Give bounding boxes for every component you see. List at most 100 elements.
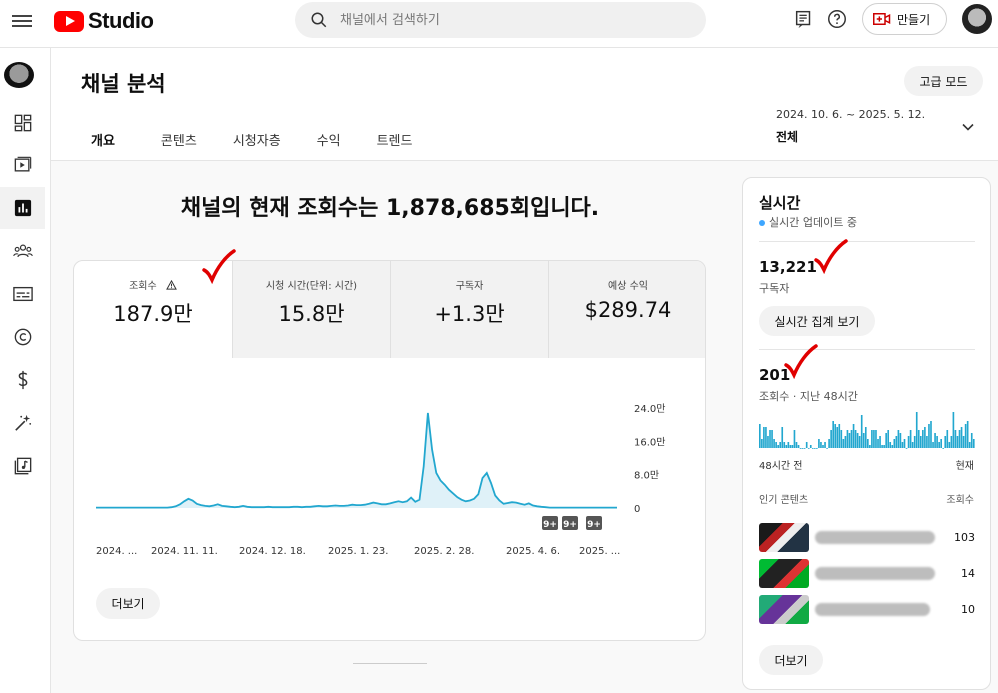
realtime-views: 201: [759, 366, 791, 384]
sidebar-item-dashboard[interactable]: [0, 102, 45, 144]
annotation-badge-text: 9+: [563, 520, 577, 530]
annotation-badge[interactable]: 9+: [586, 516, 602, 530]
realtime-bar: [885, 433, 887, 448]
live-dot-icon: [759, 220, 765, 226]
sidebar-item-community[interactable]: [0, 230, 45, 272]
help-icon[interactable]: [826, 8, 848, 30]
y-tick-label: 24.0만: [634, 403, 665, 415]
logo-text: Studio: [88, 8, 154, 33]
realtime-bar: [811, 448, 814, 449]
check-mark-icon: [784, 344, 818, 379]
tab-revenue[interactable]: 수익: [316, 134, 341, 149]
dollar-icon: [18, 370, 27, 390]
overview-card: 조회수 187.9만 시청 시간(단위: 시간) 15.8만 구독자 +1.3만…: [73, 260, 706, 641]
metric-revenue[interactable]: 예상 수익 $289.74: [548, 261, 705, 358]
annotation-badge[interactable]: 9+: [562, 516, 578, 530]
realtime-bar: [763, 427, 765, 448]
realtime-bar: [917, 430, 920, 448]
realtime-bar: [871, 430, 873, 448]
advanced-mode-button[interactable]: 고급 모드: [904, 66, 983, 96]
realtime-bar: [938, 442, 940, 448]
metric-revenue-value: $289.74: [584, 298, 672, 322]
views-line: [96, 412, 617, 509]
realtime-bar: [759, 424, 761, 448]
realtime-bar: [832, 421, 834, 448]
annotation-badge[interactable]: 9+: [542, 516, 558, 530]
popular-item[interactable]: 103: [759, 523, 975, 553]
realtime-bar: [826, 448, 828, 449]
video-thumbnail[interactable]: [759, 559, 809, 588]
views-chart-svg: 24.0만 16.0만 8.0만 0 2024. ... 2024. 11. 11. 202…: [96, 403, 665, 557]
realtime-bar: [822, 445, 824, 448]
scroll-indicator: [353, 663, 427, 664]
create-label: 만들기: [897, 12, 931, 27]
popular-item[interactable]: 10: [759, 595, 975, 625]
sidebar-item-earn[interactable]: [0, 359, 45, 401]
popular-item[interactable]: 14: [759, 559, 975, 589]
realtime-bar: [962, 436, 965, 448]
feedback-icon[interactable]: [793, 8, 815, 30]
video-thumbnail[interactable]: [759, 523, 809, 552]
tab-trends[interactable]: 트렌드: [376, 134, 413, 149]
y-tick-label: 0: [634, 504, 640, 515]
search-bar[interactable]: [295, 2, 706, 38]
realtime-bar: [903, 439, 906, 448]
sidebar-item-analytics[interactable]: [0, 187, 45, 229]
content-icon: [14, 156, 31, 172]
date-scope[interactable]: 전체: [776, 130, 799, 144]
realtime-bar: [877, 439, 879, 448]
realtime-bar: [785, 445, 788, 448]
realtime-bar: [972, 439, 975, 448]
tab-content[interactable]: 콘텐츠: [160, 134, 197, 149]
realtime-bar-chart: [759, 412, 975, 449]
live-count-button[interactable]: 실시간 집계 보기: [759, 306, 875, 336]
realtime-views-label: 조회수 · 지난 48시간: [759, 390, 858, 403]
realtime-bar: [777, 445, 779, 448]
realtime-bar: [922, 430, 924, 448]
realtime-bar: [966, 421, 969, 448]
realtime-bar: [893, 439, 896, 448]
annotation-badge-bg: [542, 516, 558, 530]
realtime-bar: [946, 430, 949, 448]
overview-more-button[interactable]: 더보기: [96, 588, 160, 619]
search-input[interactable]: [340, 12, 670, 28]
realtime-bar: [844, 436, 847, 448]
annotation-badge-bg: [562, 516, 578, 530]
studio-logo[interactable]: Studio: [54, 8, 154, 34]
metric-watch-time-value: 15.8만: [278, 302, 345, 326]
y-tick-label: 16.0만: [634, 436, 665, 448]
metric-views[interactable]: 조회수 187.9만: [74, 261, 232, 358]
date-range[interactable]: 2024. 10. 6. ~ 2025. 5. 12.: [776, 108, 926, 121]
x-tick-label: 2024. 11. 11.: [151, 546, 218, 557]
sidebar-item-content[interactable]: [0, 144, 45, 186]
popular-item-count: 10: [961, 603, 975, 616]
metric-watch-time[interactable]: 시청 시간(단위: 시간) 15.8만: [232, 261, 390, 358]
sidebar-item-copyright[interactable]: [0, 316, 45, 358]
sidebar-item-subtitles[interactable]: [0, 273, 45, 315]
sidebar-item-customization[interactable]: [0, 402, 45, 444]
tab-bar: 개요 콘텐츠 시청자층 수익 트렌드: [81, 123, 448, 166]
search-icon: [311, 12, 327, 28]
video-title-redacted: [815, 567, 935, 580]
channel-avatar[interactable]: [4, 62, 34, 88]
realtime-bar: [899, 433, 902, 448]
account-avatar[interactable]: [962, 4, 992, 34]
annotation-badge-text: 9+: [543, 520, 557, 530]
create-button[interactable]: 만들기: [862, 3, 947, 35]
metric-subscribers[interactable]: 구독자 +1.3만: [390, 261, 548, 358]
realtime-bar: [867, 439, 869, 448]
realtime-bar: [820, 442, 822, 448]
sidebar-item-audio-library[interactable]: [0, 445, 45, 487]
realtime-bar: [807, 448, 810, 449]
realtime-more-button[interactable]: 더보기: [759, 645, 823, 675]
chevron-down-icon[interactable]: [961, 120, 975, 134]
menu-icon[interactable]: [12, 12, 32, 28]
tab-audience[interactable]: 시청자층: [232, 134, 281, 149]
realtime-bar: [924, 427, 926, 448]
warning-icon[interactable]: [165, 279, 177, 290]
x-tick-label: 2024. 12. 18.: [239, 546, 306, 557]
video-thumbnail[interactable]: [759, 595, 809, 624]
realtime-bar: [818, 439, 820, 448]
realtime-card: 실시간 실시간 업데이트 중 13,221 구독자 실시간 집계 보기 201 …: [742, 177, 991, 690]
realtime-bar: [795, 442, 798, 448]
